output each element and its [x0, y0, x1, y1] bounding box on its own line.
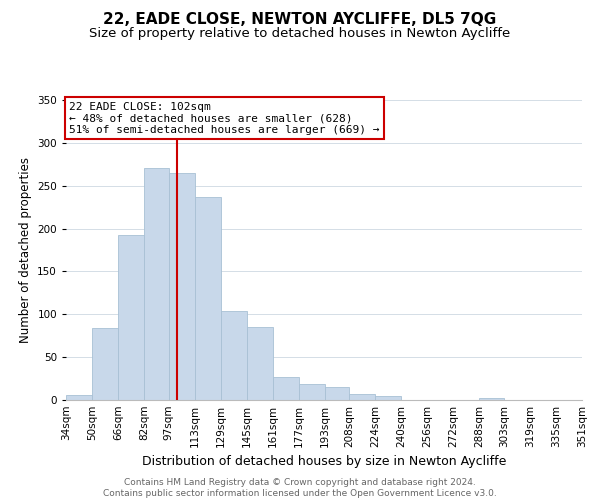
Bar [325, 387, 349, 400]
Bar [349, 394, 375, 400]
Bar [66, 395, 92, 400]
Bar [194, 197, 221, 400]
Text: 22, EADE CLOSE, NEWTON AYCLIFFE, DL5 7QG: 22, EADE CLOSE, NEWTON AYCLIFFE, DL5 7QG [103, 12, 497, 28]
Bar [375, 396, 401, 400]
Bar [144, 168, 169, 400]
Bar [169, 173, 194, 400]
Bar [582, 398, 600, 400]
Bar [92, 328, 118, 400]
X-axis label: Distribution of detached houses by size in Newton Aycliffe: Distribution of detached houses by size … [142, 456, 506, 468]
Text: Size of property relative to detached houses in Newton Aycliffe: Size of property relative to detached ho… [89, 28, 511, 40]
Text: 22 EADE CLOSE: 102sqm
← 48% of detached houses are smaller (628)
51% of semi-det: 22 EADE CLOSE: 102sqm ← 48% of detached … [69, 102, 380, 135]
Bar [273, 377, 299, 400]
Bar [247, 327, 273, 400]
Bar [299, 384, 325, 400]
Bar [221, 311, 247, 400]
Y-axis label: Number of detached properties: Number of detached properties [19, 157, 32, 343]
Bar [479, 398, 504, 400]
Bar [118, 236, 144, 400]
Text: Contains HM Land Registry data © Crown copyright and database right 2024.
Contai: Contains HM Land Registry data © Crown c… [103, 478, 497, 498]
